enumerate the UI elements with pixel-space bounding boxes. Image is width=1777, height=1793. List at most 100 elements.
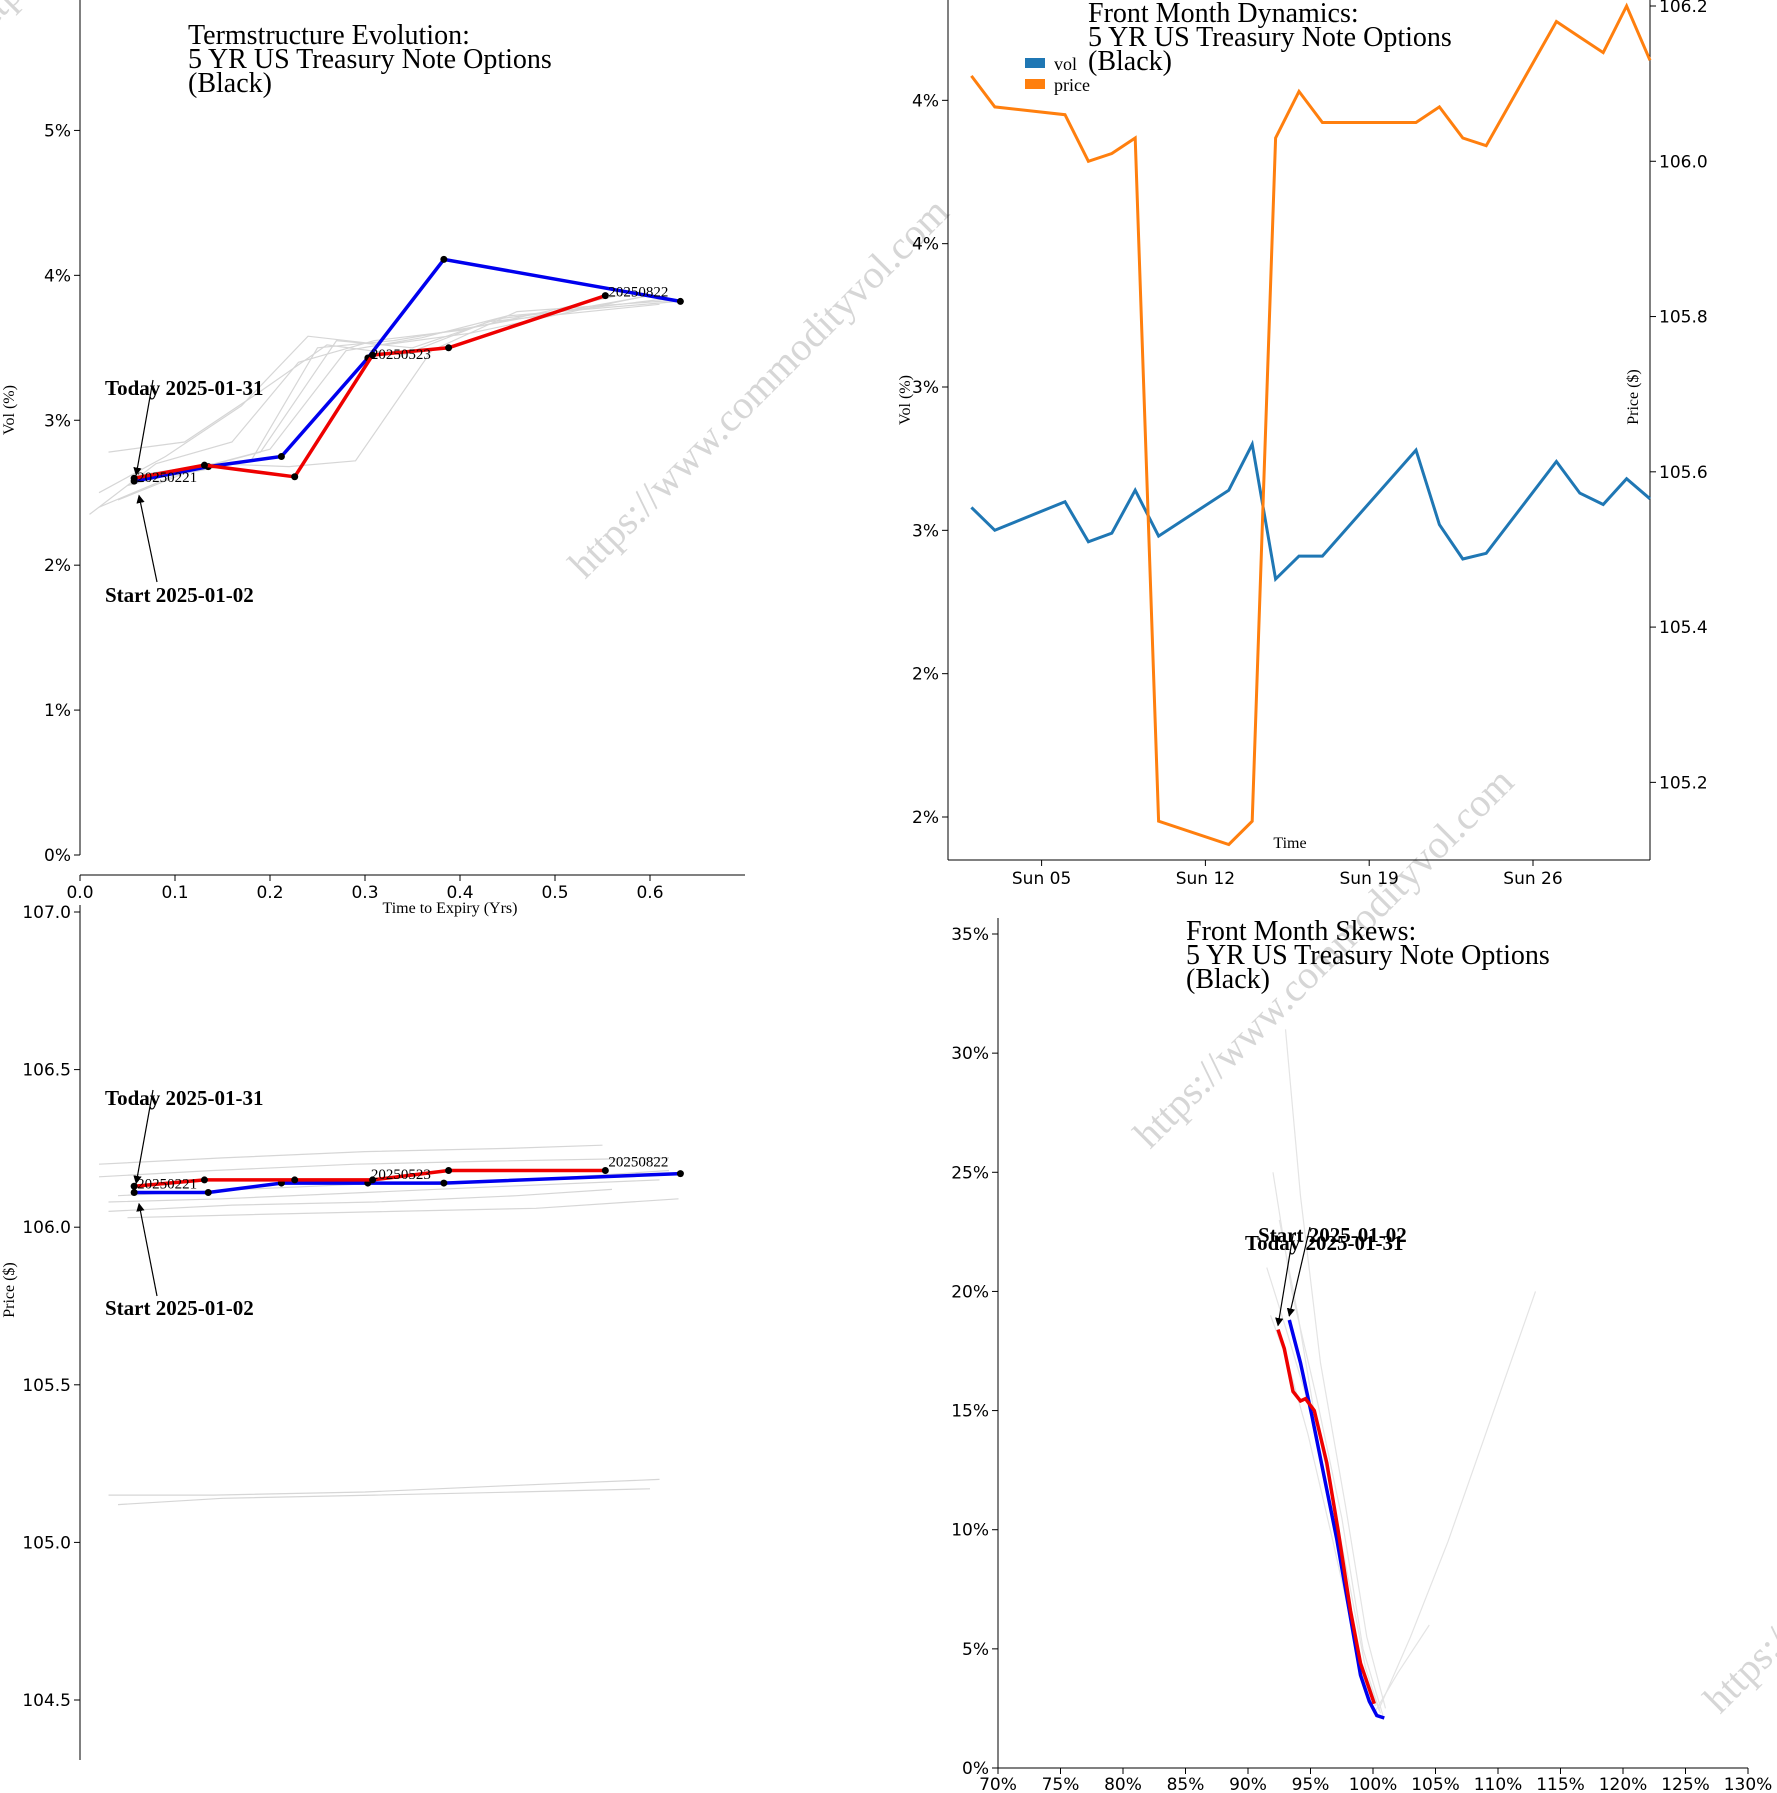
x-tick-label: 95% xyxy=(1292,1775,1330,1793)
history-curve xyxy=(98,1144,603,1165)
x-tick-label: 70% xyxy=(979,1775,1017,1793)
y-tick-label: 104.5 xyxy=(22,1691,71,1711)
today-point xyxy=(204,1189,212,1197)
chart-title-line: 5 YR US Treasury Note Options xyxy=(1186,940,1550,971)
annotation-label: Today 2025-01-31 xyxy=(1245,1231,1404,1255)
expiry-label: 20250523 xyxy=(371,347,431,363)
x-tick-label: Sun 19 xyxy=(1340,869,1399,889)
x-tick-label: 120% xyxy=(1599,1775,1648,1793)
x-tick-label: 0.4 xyxy=(446,883,473,903)
x-tick-label: 90% xyxy=(1229,1775,1267,1793)
y-axis-title: Vol (%) xyxy=(897,375,914,425)
front-month-skews-chart: 0% 5% 10% 15% 20% 25% 30% 35% 70% 75% 80% 85% 90% 95%… xyxy=(951,916,1772,1793)
y-tick-label: 4% xyxy=(912,235,939,255)
legend-swatch-price xyxy=(1025,79,1045,89)
history-curve xyxy=(108,303,660,453)
start-point xyxy=(369,351,377,359)
y-tick-label: 107.0 xyxy=(22,903,71,923)
x-tick-label: 130% xyxy=(1724,1775,1773,1793)
chart-title-line: (Black) xyxy=(188,68,272,99)
today-point xyxy=(130,1189,138,1197)
y2-axis-title: Price ($) xyxy=(1625,369,1642,425)
start-point xyxy=(369,1176,377,1184)
y-tick-label: 3% xyxy=(44,411,71,431)
expiry-label: 20250822 xyxy=(608,285,668,301)
start-point xyxy=(291,473,299,481)
expiry-label: 20250221 xyxy=(137,470,197,486)
today-curve xyxy=(134,1171,681,1195)
x-tick-label: 0.5 xyxy=(541,883,568,903)
today-point xyxy=(277,452,285,460)
history-curve xyxy=(1272,1172,1384,1716)
x-tick-label: 75% xyxy=(1042,1775,1080,1793)
today-curve xyxy=(133,257,681,483)
legend-label-vol: vol xyxy=(1054,54,1077,74)
history-curve xyxy=(127,1198,679,1219)
y2-tick-label: 105.2 xyxy=(1659,773,1708,793)
price-line xyxy=(970,2,1652,847)
y-tick-label: 0% xyxy=(962,1759,989,1779)
history-curve xyxy=(1374,1624,1430,1712)
expiry-label: 20250221 xyxy=(137,1177,197,1193)
chart-title-line: Termstructure Evolution: xyxy=(188,20,470,51)
y-tick-label: 2% xyxy=(44,556,71,576)
y-tick-label: 35% xyxy=(951,925,989,945)
annotation-arrow xyxy=(136,494,158,583)
x-tick-label: 0.3 xyxy=(351,883,378,903)
history-curve xyxy=(108,1478,660,1496)
x-tick-label: Sun 05 xyxy=(1012,869,1071,889)
x-tick-label: 80% xyxy=(1104,1775,1142,1793)
termstructure-vol-chart: 0% 1% 2% 3% 4% 5% 0.0 0.1 0.2 0.3 0.4 0.5 0.6 Time to… xyxy=(1,0,745,917)
x-tick-label: Sun 26 xyxy=(1503,869,1562,889)
history-curve xyxy=(89,292,632,515)
annotation-arrow xyxy=(133,1089,154,1185)
history-curve xyxy=(1284,1029,1387,1709)
y2-tick-label: 106.2 xyxy=(1659,0,1708,17)
legend-label-price: price xyxy=(1054,75,1090,95)
y-tick-label: 106.0 xyxy=(22,1218,71,1238)
chart-title-line: 5 YR US Treasury Note Options xyxy=(1088,22,1452,53)
y-tick-label: 1% xyxy=(44,701,71,721)
x-tick-label: 0.0 xyxy=(66,883,93,903)
y-tick-label: 25% xyxy=(951,1163,989,1183)
x-axis-title: Time xyxy=(1273,835,1306,852)
y-tick-label: 3% xyxy=(912,378,939,398)
start-point xyxy=(130,1182,138,1190)
x-tick-label: 105% xyxy=(1411,1775,1460,1793)
y-tick-label: 5% xyxy=(962,1640,989,1660)
legend-swatch-vol xyxy=(1025,58,1045,68)
y-tick-label: 105.0 xyxy=(22,1533,71,1553)
y-tick-label: 15% xyxy=(951,1402,989,1422)
front-month-dynamics-chart: 2% 2% 3% 3% 4% 4% 105.2 105.4 105.6 105.8 106.0 106… xyxy=(897,0,1708,889)
watermark-3: https://www.commodityvol.com xyxy=(1695,1324,1777,1722)
history-curve xyxy=(117,1488,651,1506)
annotation-label: Start 2025-01-02 xyxy=(105,1296,254,1320)
x-tick-label: 100% xyxy=(1349,1775,1398,1793)
expiry-label: 20250822 xyxy=(608,1154,668,1170)
annotation-label: Start 2025-01-02 xyxy=(105,583,254,607)
y-tick-label: 0% xyxy=(44,846,71,866)
y-tick-label: 4% xyxy=(912,91,939,111)
start-point xyxy=(130,474,138,482)
termstructure-price-chart: 104.5 105.0 105.5 106.0 106.5 107.0 Price ($) 2… xyxy=(1,903,684,1760)
history-curve xyxy=(1378,1291,1537,1709)
annotation-arrow xyxy=(136,1202,158,1297)
start-point xyxy=(200,1176,208,1184)
history-curve xyxy=(98,1157,670,1178)
y2-tick-label: 105.8 xyxy=(1659,308,1708,328)
chart-title-line: (Black) xyxy=(1088,46,1172,77)
y-tick-label: 105.5 xyxy=(22,1376,71,1396)
y-tick-label: 5% xyxy=(44,121,71,141)
expiry-label: 20250523 xyxy=(371,1167,431,1183)
today-point xyxy=(676,1170,684,1178)
annotation-label: Start 2025-01-02 xyxy=(1258,1223,1407,1247)
x-tick-label: 85% xyxy=(1167,1775,1205,1793)
y-tick-label: 30% xyxy=(951,1044,989,1064)
chart-title-line: (Black) xyxy=(1186,964,1270,995)
x-tick-label: 0.2 xyxy=(256,883,283,903)
y2-tick-label: 105.6 xyxy=(1659,463,1708,483)
annotation-arrow xyxy=(133,379,154,476)
x-axis-title: Time to Expiry (Yrs) xyxy=(383,900,518,917)
chart-title-line: Front Month Skews: xyxy=(1186,916,1416,947)
y-tick-label: 106.5 xyxy=(22,1061,71,1081)
